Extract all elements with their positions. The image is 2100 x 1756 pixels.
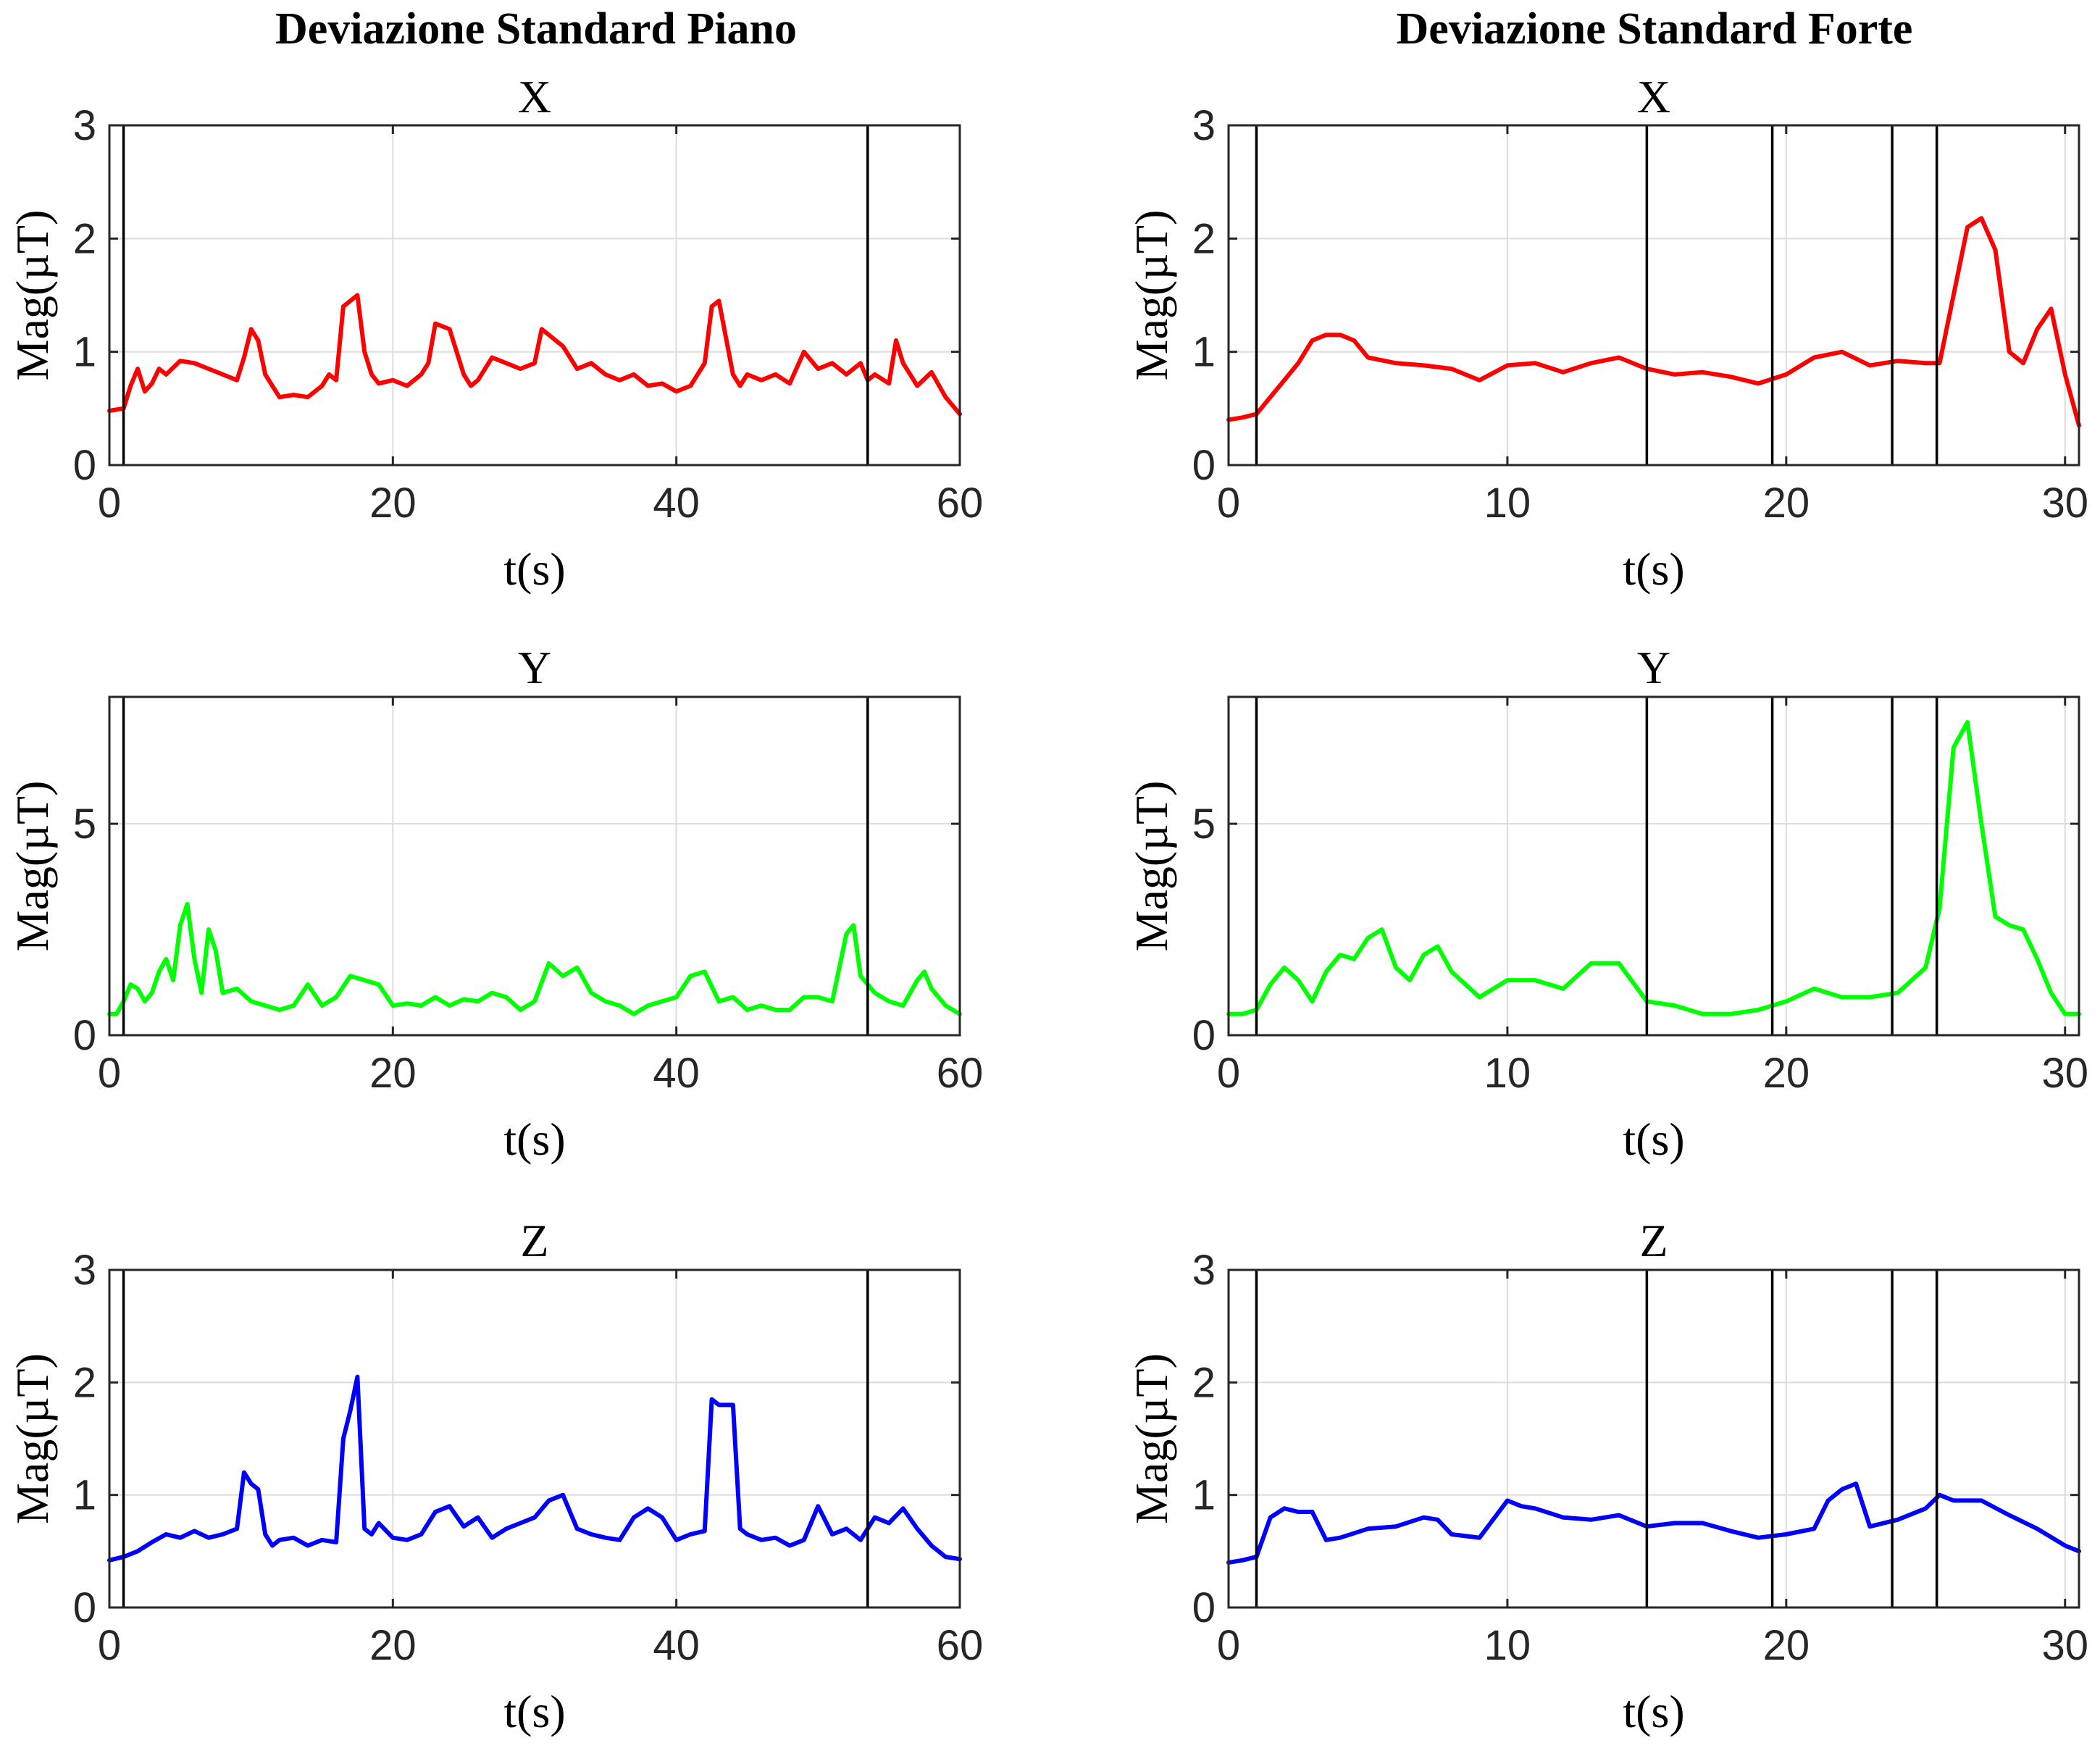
subplot-z-piano: 0 20 40 60 0 1 2 3 Zt(s) Mag(µT) — [7, 1215, 983, 1737]
x-tick-label: 0 — [1217, 1050, 1240, 1097]
y-tick-label: 5 — [73, 800, 96, 848]
x-tick-label: 40 — [653, 1050, 700, 1097]
x-tick-label: 20 — [369, 1050, 417, 1097]
subplot-title: X — [518, 71, 551, 122]
x-tick-label: 60 — [937, 1050, 984, 1097]
subplot-y-forte: 0 10 20 30 0 5 Yt(s) Mag(µT) — [1126, 642, 2088, 1165]
y-tick-label: 0 — [1192, 1012, 1216, 1059]
y-tick-label: 1 — [73, 1472, 96, 1519]
y-tick-label: 3 — [73, 102, 96, 149]
subplot-x-piano: 0 20 40 60 0 1 2 3 Xt(s) Mag(µT) — [7, 71, 983, 595]
y-tick-label: 1 — [1192, 329, 1216, 376]
y-tick-label: 5 — [1192, 800, 1216, 848]
x-tick-label: 0 — [98, 480, 121, 527]
x-tick-label: 60 — [937, 480, 984, 527]
y-tick-label: 3 — [1192, 102, 1216, 149]
column-title-piano: Deviazione Standard Piano — [275, 4, 797, 54]
y-tick-label: 1 — [73, 329, 96, 376]
x-tick-label: 0 — [98, 1622, 121, 1669]
axes-box — [108, 1268, 961, 1609]
x-tick-label: 0 — [1217, 480, 1240, 527]
axes-box — [1227, 695, 2080, 1037]
x-tick-label: 40 — [653, 480, 700, 527]
y-axis-label: Mag(µT) — [7, 1353, 58, 1524]
x-tick-label: 20 — [1763, 1622, 1810, 1669]
subplot-title: Z — [520, 1215, 548, 1266]
series-line — [1226, 216, 2081, 428]
series-line — [1226, 720, 2081, 1016]
y-tick-label: 1 — [1192, 1472, 1216, 1519]
x-tick-label: 20 — [369, 480, 417, 527]
y-tick-label: 3 — [73, 1247, 96, 1294]
axes-box — [108, 124, 961, 467]
y-axis-label: Mag(µT) — [1126, 1353, 1177, 1524]
y-axis-label: Mag(µT) — [7, 210, 58, 381]
x-axis-label: t(s) — [1623, 543, 1684, 595]
x-tick-label: 30 — [2041, 480, 2088, 527]
x-tick-label: 40 — [653, 1622, 700, 1669]
series-line — [1226, 1481, 2081, 1565]
y-tick-label: 0 — [1192, 442, 1216, 489]
x-axis-label: t(s) — [1623, 1113, 1684, 1165]
x-tick-label: 20 — [1763, 480, 1810, 527]
y-axis-label: Mag(µT) — [7, 781, 58, 952]
axes-box — [1227, 124, 2080, 467]
x-tick-label: 0 — [1217, 1622, 1240, 1669]
column-title-forte: Deviazione Standard Forte — [1397, 4, 1913, 54]
x-axis-label: t(s) — [503, 1113, 565, 1165]
x-tick-label: 30 — [2041, 1622, 2088, 1669]
subplot-title: Y — [518, 642, 551, 693]
subplot-x-forte: 0 10 20 30 0 1 2 3 Xt(s) Mag(µT) — [1126, 71, 2088, 595]
x-tick-label: 10 — [1484, 1622, 1531, 1669]
y-tick-label: 0 — [1192, 1584, 1216, 1631]
x-tick-label: 60 — [937, 1622, 984, 1669]
series-line — [107, 1374, 962, 1563]
y-tick-label: 2 — [73, 1359, 96, 1406]
y-tick-label: 0 — [73, 442, 96, 489]
axes-box — [1227, 1268, 2080, 1609]
y-tick-label: 0 — [73, 1584, 96, 1631]
y-tick-label: 3 — [1192, 1247, 1216, 1294]
series-line — [107, 902, 962, 1016]
series-line — [107, 293, 962, 417]
x-axis-label: t(s) — [1623, 1686, 1684, 1737]
x-tick-label: 10 — [1484, 480, 1531, 527]
x-axis-label: t(s) — [503, 1686, 565, 1737]
y-axis-label: Mag(µT) — [1126, 210, 1177, 381]
y-axis-label: Mag(µT) — [1126, 781, 1177, 952]
x-axis-label: t(s) — [503, 543, 565, 595]
x-tick-label: 20 — [1763, 1050, 1810, 1097]
y-tick-label: 2 — [1192, 1359, 1216, 1406]
x-tick-label: 0 — [98, 1050, 121, 1097]
axes-box — [108, 695, 961, 1037]
x-tick-label: 10 — [1484, 1050, 1531, 1097]
y-tick-label: 2 — [73, 215, 96, 262]
subplot-y-piano: 0 20 40 60 0 5 Yt(s) Mag(µT) — [7, 642, 983, 1165]
y-tick-label: 2 — [1192, 215, 1216, 262]
x-tick-label: 30 — [2041, 1050, 2088, 1097]
y-tick-label: 0 — [73, 1012, 96, 1059]
subplot-title: Y — [1637, 642, 1670, 693]
subplot-title: Z — [1639, 1215, 1668, 1266]
x-tick-label: 20 — [369, 1622, 417, 1669]
subplot-title: X — [1637, 71, 1670, 122]
subplot-z-forte: 0 10 20 30 0 1 2 3 Zt(s) Mag(µT) — [1126, 1215, 2088, 1737]
